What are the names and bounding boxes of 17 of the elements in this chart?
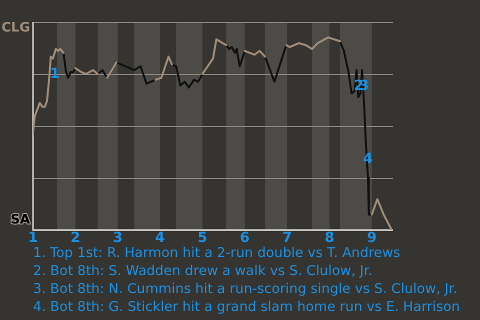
- text: 4. Bot 8th: G. Stickler hit a grand slam home run vs E. Harrison: [33, 298, 460, 316]
- x-tick-label: 7: [282, 230, 292, 246]
- text: 3. Bot 8th: N. Cummins hit a run-scoring single vs S. Clulow, Jr.: [33, 280, 458, 298]
- x-tick-label: 9: [366, 230, 377, 246]
- x-tick-label: 5: [198, 230, 208, 246]
- text: CLG: [2, 20, 30, 36]
- x-tick-label: 6: [240, 230, 250, 246]
- text: 1. Top 1st: R. Harmon hit a 2-run double vs T. Andrews: [33, 244, 402, 262]
- x-tick-label: 2: [70, 230, 80, 246]
- text: 2. Bot 8th: S. Wadden drew a walk vs S. Clulow, Jr.: [33, 262, 374, 280]
- x-tick-label: 3: [112, 230, 123, 246]
- x-tick-label: 8: [324, 230, 334, 246]
- annotation: 1: [50, 66, 60, 82]
- text: SA: [10, 212, 30, 228]
- x-tick-label: 4: [155, 230, 166, 246]
- x-tick-label: 1: [28, 230, 38, 246]
- annotation: 4: [363, 150, 374, 167]
